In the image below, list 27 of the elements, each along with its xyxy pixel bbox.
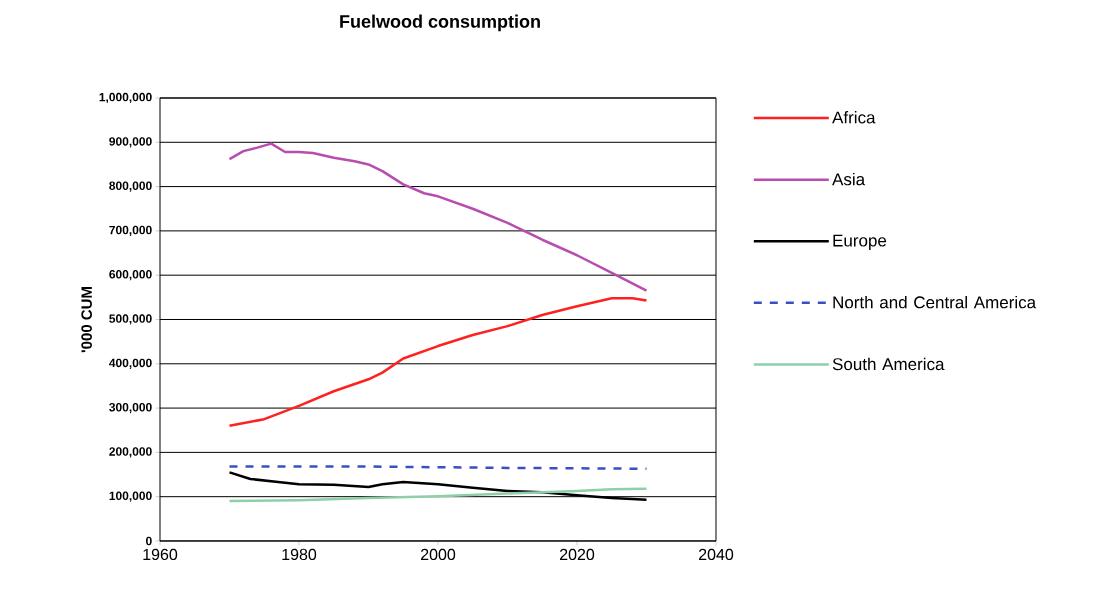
line-series (228, 142, 648, 292)
y-tick-label: 500,000 (109, 314, 152, 325)
line-series (228, 487, 648, 503)
x-tick-label: 1960 (143, 548, 178, 561)
y-tick-label: 700,000 (109, 225, 152, 236)
x-tick-label: 1980 (282, 548, 317, 561)
legend-label: North and Central America (833, 295, 1037, 309)
y-tick-label: 0 (146, 536, 152, 546)
legend-label: South America (832, 357, 945, 371)
legend-label: Asia (832, 172, 866, 186)
y-tick-label: 600,000 (109, 270, 152, 281)
x-tick-label: 2040 (699, 548, 734, 561)
x-tick-label: 2000 (421, 548, 456, 561)
x-tick-label: 2020 (560, 548, 595, 561)
y-tick-label: 900,000 (109, 137, 152, 148)
y-tick-label: 1,000,000 (99, 92, 152, 104)
y-tick-label: 800,000 (109, 181, 152, 192)
legend-label: Europe (833, 234, 887, 250)
y-axis-title: '000 CUM (81, 287, 92, 353)
y-tick-label: 300,000 (109, 402, 152, 414)
legend-label: Africa (832, 111, 876, 124)
chart-title: Fuelwood consumption (340, 14, 540, 32)
y-tick-label: 100,000 (109, 491, 152, 502)
line-series (228, 471, 648, 502)
line-series (228, 296, 648, 428)
y-tick-label: 400,000 (109, 358, 152, 369)
y-tick-label: 200,000 (109, 447, 152, 458)
